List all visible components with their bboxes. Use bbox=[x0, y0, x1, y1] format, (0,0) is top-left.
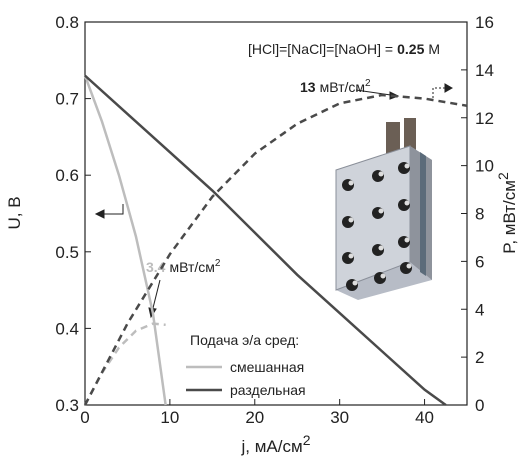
bolt-head bbox=[348, 253, 354, 259]
peak-sup: 2 bbox=[215, 258, 221, 269]
y2-tick-label: 14 bbox=[475, 61, 494, 80]
x-label-main: j, мА/см bbox=[241, 437, 303, 456]
series-line bbox=[83, 93, 468, 406]
series-line bbox=[83, 322, 166, 406]
y2-tick-label: 2 bbox=[475, 348, 484, 367]
y-tick-label: 0.4 bbox=[55, 319, 79, 338]
peak-annotation: 13 мВт/см2 bbox=[300, 78, 371, 95]
y2-tick-label: 6 bbox=[475, 252, 484, 271]
x-tick-label: 20 bbox=[245, 408, 264, 427]
bolt-head bbox=[406, 263, 412, 269]
y2-label-sup: 2 bbox=[495, 172, 511, 180]
x-label-sup: 2 bbox=[303, 432, 311, 448]
series-line bbox=[84, 74, 447, 407]
y2-tick-label: 0 bbox=[475, 396, 484, 415]
y2-label-main: P, мВт/см bbox=[500, 180, 519, 254]
y-tick-label: 0.8 bbox=[55, 13, 79, 32]
bolt-head bbox=[404, 163, 410, 169]
bolt-head bbox=[348, 217, 354, 223]
bolt-head bbox=[352, 280, 358, 286]
peak-value: 13 bbox=[300, 79, 316, 95]
x-tick-label: 0 bbox=[80, 408, 89, 427]
y2-axis-label: P, мВт/см2 bbox=[495, 172, 519, 254]
y-tick-label: 0.6 bbox=[55, 166, 79, 185]
peak-unit: мВт/см bbox=[320, 79, 365, 95]
x-tick-label: 10 bbox=[160, 408, 179, 427]
y2-tick-label: 8 bbox=[475, 205, 484, 224]
bolt-head bbox=[380, 273, 386, 279]
y2-tick-label: 12 bbox=[475, 109, 494, 128]
legend-label: смешанная bbox=[230, 359, 304, 375]
y-tick-label: 0.7 bbox=[55, 90, 79, 109]
bolt-head bbox=[348, 180, 354, 186]
bolt-head bbox=[378, 208, 384, 214]
concentration-note: [HCl]=[NaCl]=[NaOH] = 0.25 М bbox=[248, 41, 440, 57]
bolt-head bbox=[378, 245, 384, 251]
bolt-head bbox=[378, 171, 384, 177]
peak-sup: 2 bbox=[365, 78, 371, 89]
y-axis-label: U, В bbox=[5, 196, 24, 229]
y-tick-label: 0.5 bbox=[55, 243, 79, 262]
y2-tick-label: 16 bbox=[475, 13, 494, 32]
note-bold: 0.25 bbox=[397, 41, 424, 57]
x-tick-label: 30 bbox=[330, 408, 349, 427]
x-tick-label: 40 bbox=[415, 408, 434, 427]
note-text: [HCl]=[NaCl]=[NaOH] = bbox=[248, 41, 393, 57]
legend-title: Подача э/а сред: bbox=[190, 332, 299, 348]
peak-unit: мВт/см bbox=[169, 259, 214, 275]
y-tick-label: 0.3 bbox=[55, 396, 79, 415]
peak-value: 3.4 bbox=[146, 259, 166, 275]
bolt-head bbox=[404, 237, 410, 243]
bolt-head bbox=[404, 200, 410, 206]
legend-label: раздельная bbox=[230, 382, 306, 398]
y2-tick-label: 4 bbox=[475, 300, 484, 319]
bolts bbox=[342, 162, 412, 291]
series-line bbox=[83, 75, 167, 406]
note-unit: М bbox=[428, 41, 440, 57]
battery-illustration bbox=[335, 118, 432, 300]
x-axis-label: j, мА/см2 bbox=[241, 432, 311, 456]
y2-tick-label: 10 bbox=[475, 157, 494, 176]
peak-annotation: 3.4 мВт/см2 bbox=[146, 258, 221, 275]
